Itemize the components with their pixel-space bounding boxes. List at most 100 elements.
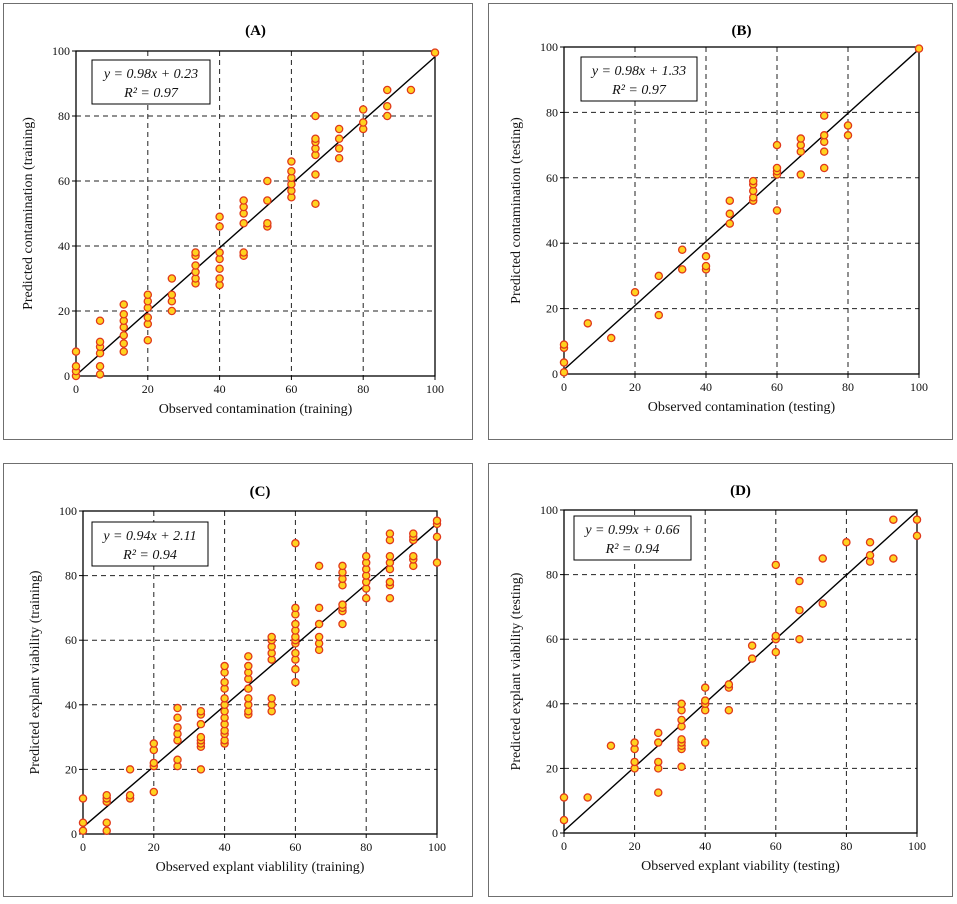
scatter-chart: (A) 0 20 40 60 80 100 0 20 40 60 80 100 Observed cont… <box>21 23 444 417</box>
equation-box <box>580 56 698 102</box>
y-tick-label: 40 <box>546 236 558 250</box>
plot-frame <box>82 510 438 835</box>
chart-title: (D) <box>730 483 751 499</box>
data-point <box>291 648 300 658</box>
plot-area <box>559 44 924 377</box>
data-point <box>196 732 206 742</box>
chart-title: (A) <box>245 23 266 39</box>
y-tick-label: 60 <box>58 174 70 188</box>
y-tick-label: 20 <box>546 761 558 775</box>
data-point <box>287 166 296 176</box>
plot-frame <box>75 50 436 377</box>
data-point <box>843 121 853 130</box>
regression-equation: y = 0.99x + 0.66 <box>583 523 679 538</box>
data-point <box>143 290 153 299</box>
data-point <box>724 680 734 689</box>
data-point <box>583 793 592 802</box>
equation-box <box>91 59 211 105</box>
data-point <box>385 529 395 538</box>
data-point <box>747 654 757 663</box>
data-point <box>95 361 105 371</box>
data-point <box>771 560 781 570</box>
data-point <box>173 713 182 722</box>
y-axis-label: Predicted explant viability (training) <box>28 570 43 774</box>
data-point <box>215 264 224 273</box>
y-tick-label: 40 <box>65 698 77 712</box>
data-point <box>78 818 88 827</box>
chart-title: (B) <box>732 23 752 39</box>
data-point <box>819 147 829 156</box>
data-point <box>244 694 253 703</box>
data-point <box>406 85 416 95</box>
data-point <box>102 818 111 827</box>
data-point <box>654 757 663 767</box>
trend-line <box>563 48 920 371</box>
data-point <box>338 561 347 571</box>
data-point <box>119 339 128 348</box>
regression-equation: y = 0.94x + 2.11 <box>101 529 196 544</box>
data-point <box>385 593 395 603</box>
data-point <box>119 331 128 340</box>
data-point <box>263 176 272 186</box>
data-point <box>409 551 418 561</box>
data-point <box>889 554 898 563</box>
r-squared-label: R² = 0.94 <box>122 548 177 563</box>
data-point <box>383 111 392 121</box>
data-point <box>865 550 875 560</box>
y-tick-label: 20 <box>58 304 70 318</box>
data-point <box>102 826 111 836</box>
data-point <box>311 199 320 208</box>
data-point <box>215 222 224 231</box>
data-point <box>409 529 418 538</box>
x-tick-label: 40 <box>699 839 711 853</box>
data-point <box>149 787 159 797</box>
data-point <box>559 358 569 367</box>
x-axis-label: Observed explant viablility (training) <box>156 860 365 875</box>
data-point <box>215 248 224 257</box>
x-tick-label: 60 <box>771 380 783 394</box>
data-point <box>239 218 248 228</box>
data-point <box>818 554 827 563</box>
data-point <box>71 361 81 371</box>
plot-frame <box>563 46 920 375</box>
data-point <box>361 551 371 561</box>
data-point <box>819 111 829 120</box>
data-point <box>215 212 224 221</box>
data-point <box>700 738 710 747</box>
x-axis-label: Observed contamination (testing) <box>648 400 836 415</box>
y-tick-label: 80 <box>65 569 77 583</box>
data-point <box>654 310 664 320</box>
data-point <box>311 170 320 179</box>
data-point <box>71 347 81 356</box>
x-tick-label: 20 <box>142 382 154 396</box>
data-point <box>430 48 440 57</box>
data-point <box>361 593 371 603</box>
data-point <box>196 719 206 729</box>
plot-area <box>559 510 922 832</box>
data-point <box>220 694 229 703</box>
data-point <box>795 576 804 586</box>
data-point <box>385 551 395 561</box>
data-point <box>338 619 347 629</box>
r-squared-label: R² = 0.97 <box>123 86 179 101</box>
x-tick-label: 20 <box>148 840 160 854</box>
data-point <box>795 605 804 615</box>
x-tick-label: 60 <box>285 382 297 396</box>
data-point <box>311 111 320 121</box>
y-axis-label: Predicted explant viability (testing) <box>509 572 524 770</box>
data-point <box>149 758 159 768</box>
x-tick-label: 0 <box>561 839 567 853</box>
data-point <box>772 140 782 150</box>
data-point <box>383 102 392 111</box>
data-point <box>630 738 639 747</box>
data-point <box>654 728 663 738</box>
data-point <box>914 44 924 53</box>
data-point <box>747 641 757 650</box>
regression-equation: y = 0.98x + 0.23 <box>102 67 198 82</box>
data-point <box>239 196 248 205</box>
y-tick-label: 0 <box>552 367 558 381</box>
data-point <box>220 677 229 687</box>
equation-box <box>573 515 692 561</box>
data-point <box>95 316 105 325</box>
data-point <box>334 144 344 153</box>
